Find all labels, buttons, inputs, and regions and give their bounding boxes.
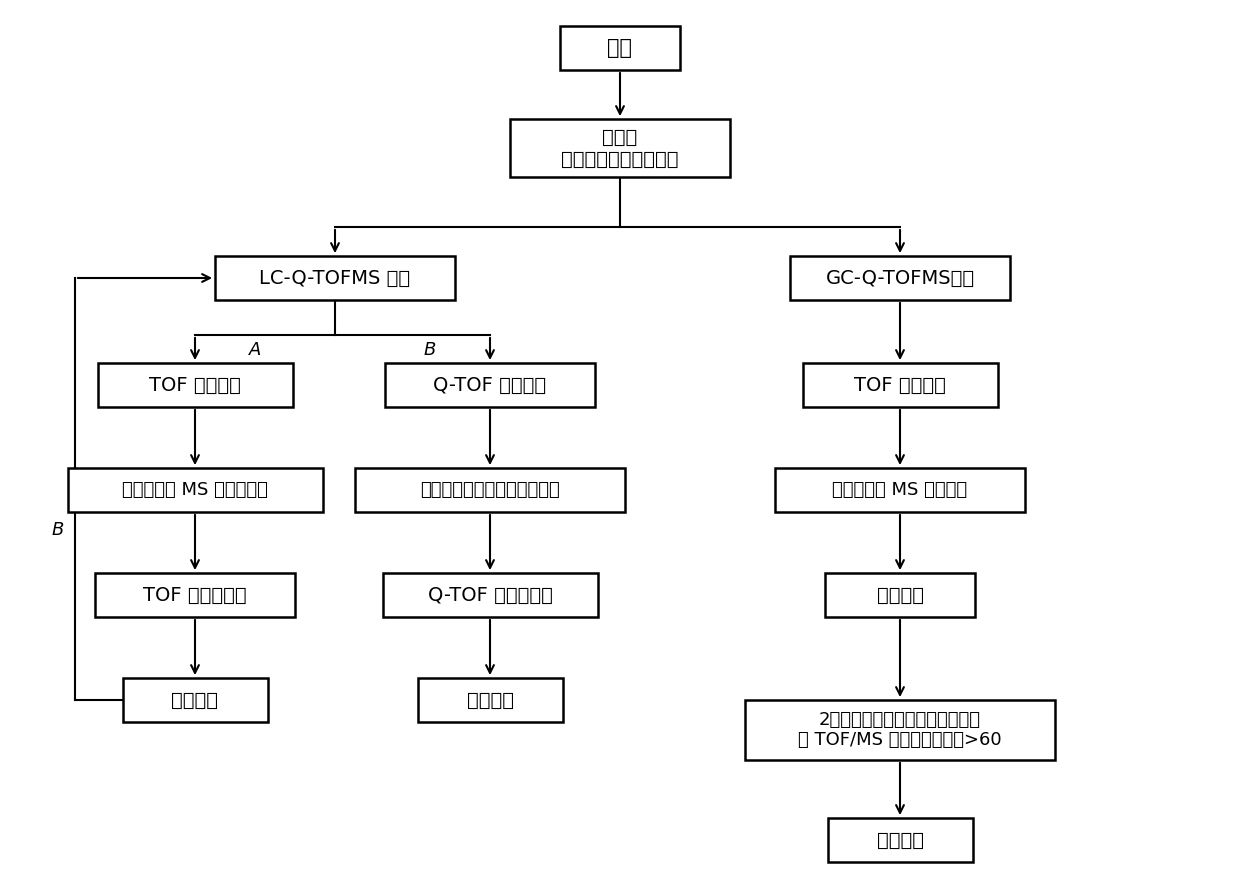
- FancyBboxPatch shape: [67, 468, 322, 512]
- FancyBboxPatch shape: [775, 468, 1025, 512]
- Text: B: B: [52, 521, 64, 539]
- Text: 农药确认: 农药确认: [466, 690, 513, 710]
- Text: Q-TOF 数据库检索: Q-TOF 数据库检索: [428, 586, 553, 604]
- Text: 谱图库检: 谱图库检: [877, 586, 924, 604]
- FancyBboxPatch shape: [123, 678, 268, 722]
- Text: TOF 模式测定: TOF 模式测定: [149, 375, 241, 395]
- Text: B: B: [424, 341, 436, 359]
- FancyBboxPatch shape: [384, 363, 595, 407]
- FancyBboxPatch shape: [790, 256, 1011, 300]
- FancyBboxPatch shape: [98, 363, 293, 407]
- FancyBboxPatch shape: [418, 678, 563, 722]
- Text: 2个以上特征离子满足检索条件，
且 TOF/MS 数据库检索得分>60: 2个以上特征离子满足检索条件， 且 TOF/MS 数据库检索得分>60: [799, 711, 1002, 750]
- FancyBboxPatch shape: [560, 26, 680, 70]
- FancyBboxPatch shape: [215, 256, 455, 300]
- Text: TOF 数据库检索: TOF 数据库检索: [143, 586, 247, 604]
- FancyBboxPatch shape: [95, 573, 295, 617]
- Text: LC-Q-TOFMS 检测: LC-Q-TOFMS 检测: [259, 268, 410, 288]
- FancyBboxPatch shape: [825, 573, 975, 617]
- FancyBboxPatch shape: [745, 700, 1055, 760]
- Text: 农药检出: 农药检出: [877, 830, 924, 850]
- Text: 获得样品的 MS 全扫描数据: 获得样品的 MS 全扫描数据: [122, 481, 268, 499]
- FancyBboxPatch shape: [510, 119, 730, 177]
- Text: 获得样品的 MS 全扫描数: 获得样品的 MS 全扫描数: [832, 481, 967, 499]
- Text: GC-Q-TOFMS检测: GC-Q-TOFMS检测: [826, 268, 975, 288]
- FancyBboxPatch shape: [802, 363, 997, 407]
- Text: TOF 模式测定: TOF 模式测定: [854, 375, 946, 395]
- Text: 获得样品的碎片离子全扫描数: 获得样品的碎片离子全扫描数: [420, 481, 560, 499]
- Text: 前处理
（提取，净化，浓缩）: 前处理 （提取，净化，浓缩）: [562, 127, 678, 168]
- Text: 疑似农药: 疑似农药: [171, 690, 218, 710]
- Text: 样品: 样品: [608, 38, 632, 58]
- Text: A: A: [249, 341, 262, 359]
- FancyBboxPatch shape: [827, 818, 972, 862]
- FancyBboxPatch shape: [355, 468, 625, 512]
- FancyBboxPatch shape: [382, 573, 598, 617]
- Text: Q-TOF 模式测定: Q-TOF 模式测定: [434, 375, 547, 395]
